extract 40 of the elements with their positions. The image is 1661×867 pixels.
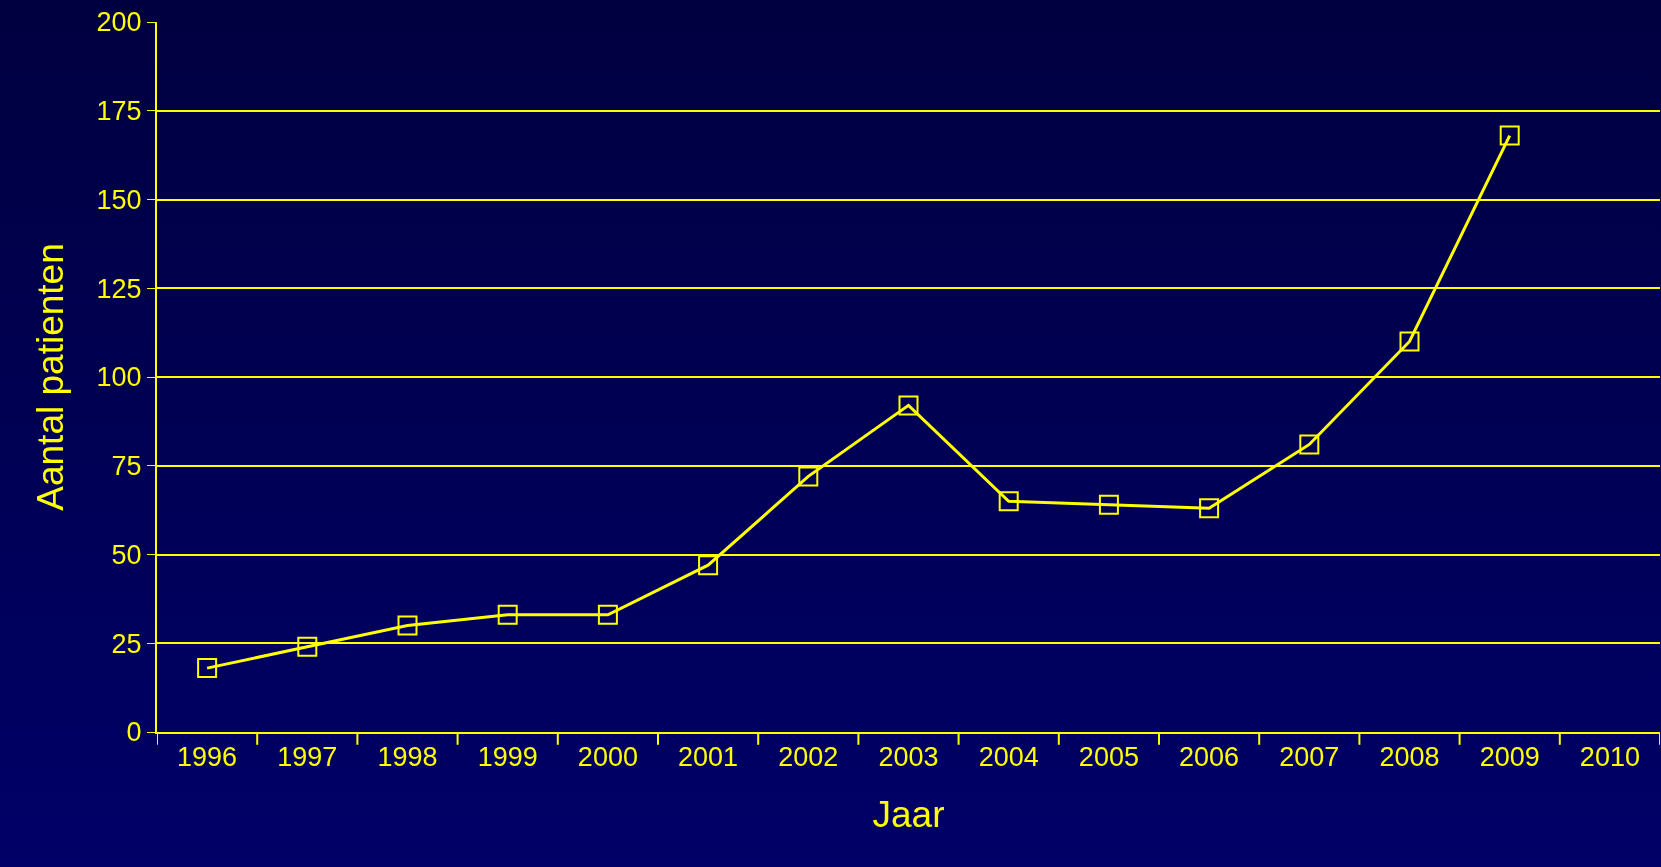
y-tick-label: 25 [111,628,142,659]
x-tick-label: 1998 [377,742,438,773]
y-tick-label: 0 [126,717,142,748]
x-tick-label: 2005 [1078,742,1139,773]
y-tick-label: 100 [96,362,142,393]
point [597,604,618,625]
x-tick-label: 2008 [1379,742,1440,773]
y-tick-label: 50 [111,539,142,570]
point [497,604,518,625]
x-tick-label: 2002 [778,742,839,773]
x-axis-title: Jaar [872,794,945,836]
point [798,466,819,487]
x-tick-label: 2009 [1479,742,1540,773]
x-tick-label: 1996 [177,742,238,773]
point [397,615,418,636]
x-tick-label: 1997 [277,742,338,773]
y-tick-label: 150 [96,184,142,215]
point [197,658,218,679]
x-tick-label: 2007 [1279,742,1340,773]
point [1299,434,1320,455]
x-tick-label: 2006 [1179,742,1240,773]
point [1098,494,1119,515]
point [297,636,318,657]
point [1399,331,1420,352]
point [1499,125,1520,146]
x-tick-label: 2001 [678,742,739,773]
y-axis-title: Aantal patienten [29,243,71,511]
x-tick-label: 2004 [978,742,1039,773]
x-tick-label: 1999 [477,742,538,773]
x-tick-label: 2000 [577,742,638,773]
y-tick-label: 175 [96,96,142,127]
x-tick-label: 2003 [878,742,939,773]
point [1199,498,1220,519]
point [998,491,1019,512]
point [898,395,919,416]
y-tick-label: 75 [111,451,142,482]
y-tick-label: 125 [96,273,142,304]
y-tick-label: 200 [96,7,142,38]
point [698,555,719,576]
x-tick-label: 2010 [1579,742,1640,773]
